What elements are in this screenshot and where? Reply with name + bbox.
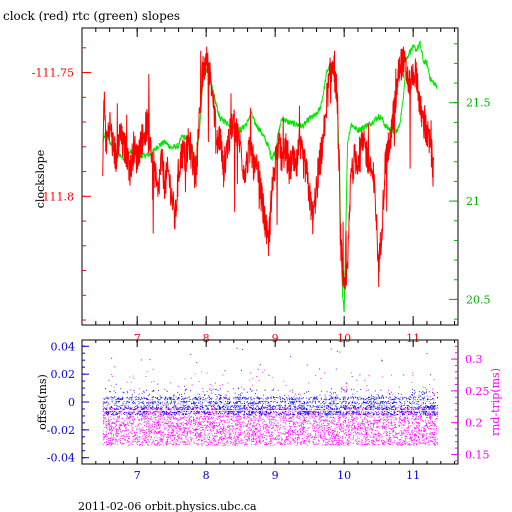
top-left-tick-label: -111.8	[39, 190, 74, 203]
bottom-left-tick-label: -0.02	[47, 424, 75, 437]
bottom-right-tick-label: 0.3	[465, 353, 483, 366]
top-plot: 7 8 9 10 11 -111.75 -111.8 21.5 21 20.5 clockslop…	[32, 27, 491, 345]
top-right-tick-label: 21	[466, 195, 480, 208]
bottom-plot: 7 8 9 10 11 0.04 0.02 0 -0.02 -0.04 0.3 0.25 0.2 0.15…	[36, 339, 502, 482]
chart-title: clock (red) rtc (green) slopes	[3, 9, 180, 23]
bottom-x-tick-label: 9	[272, 469, 279, 482]
bottom-x-tick-label: 10	[337, 469, 351, 482]
top-x-tick-label: 8	[203, 332, 210, 345]
bottom-left-tick-label: -0.04	[47, 452, 75, 465]
series-offset-points	[102, 347, 438, 416]
bottom-right-tick-label: 0.25	[465, 385, 490, 398]
bottom-right-axis-label: rnd-trip(ms)	[489, 368, 502, 436]
bottom-left-tick-label: 0.02	[51, 368, 76, 381]
bottom-x-tick-label: 7	[134, 469, 141, 482]
bottom-left-tick-label: 0.04	[51, 340, 76, 353]
top-x-tick-label: 11	[406, 332, 420, 345]
footer-text: 2011-02-06 orbit.physics.ubc.ca	[78, 500, 257, 512]
bottom-right-tick-label: 0.15	[465, 448, 490, 461]
series-clock-line	[102, 46, 435, 291]
bottom-x-tick-label: 11	[406, 469, 420, 482]
bottom-x-tick-label: 8	[203, 469, 210, 482]
top-x-tick-label: 10	[337, 332, 351, 345]
bottom-left-tick-label: 0	[68, 396, 75, 409]
top-x-tick-label: 7	[134, 332, 141, 345]
bottom-left-axis-label: offset(ms)	[36, 374, 49, 430]
series-rtc-line	[102, 40, 438, 313]
bottom-right-tick-label: 0.2	[465, 417, 483, 430]
top-right-tick-label: 21.5	[466, 97, 491, 110]
top-x-tick-label: 9	[272, 332, 279, 345]
top-left-tick-label: -111.75	[32, 67, 74, 80]
series-roundtrip-points	[102, 368, 439, 446]
top-plot-frame	[81, 27, 459, 326]
top-right-tick-label: 20.5	[466, 293, 491, 306]
top-left-axis-label: clockslope	[34, 150, 47, 208]
